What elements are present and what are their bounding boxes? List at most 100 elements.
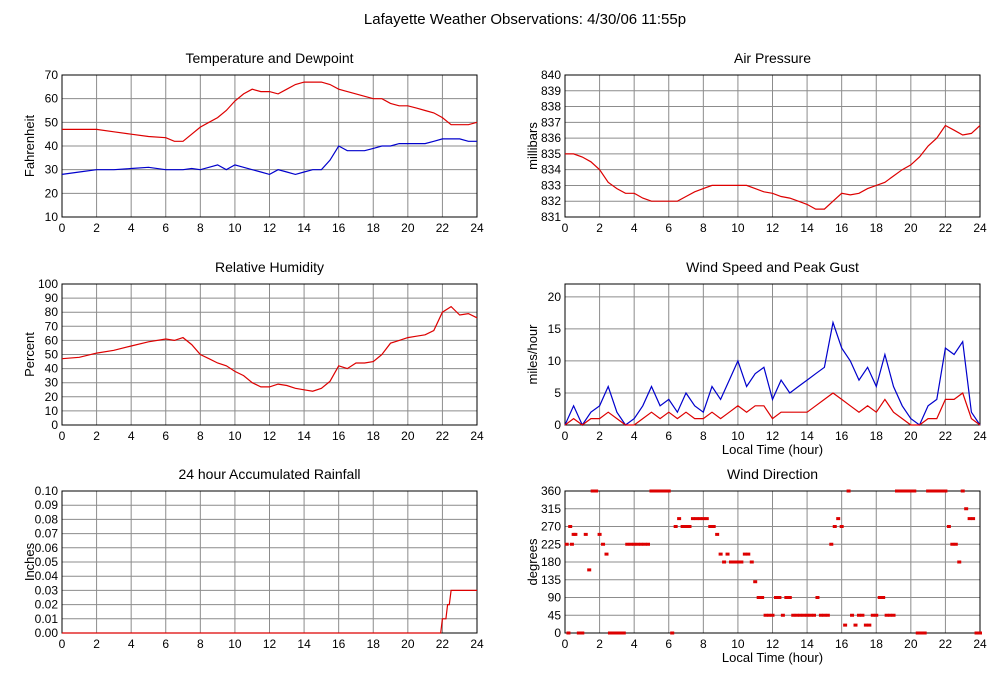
y-tick-label: 50 bbox=[45, 348, 59, 362]
x-tick-label: 14 bbox=[800, 221, 814, 235]
x-tick-label: 16 bbox=[332, 221, 346, 235]
data-point bbox=[725, 552, 730, 556]
data-point bbox=[763, 613, 768, 617]
data-point bbox=[753, 580, 758, 584]
data-point bbox=[815, 596, 820, 599]
x-tick-label: 16 bbox=[835, 429, 849, 443]
x-tick-label: 18 bbox=[870, 637, 884, 651]
data-point bbox=[905, 489, 910, 493]
y-tick-label: 0.06 bbox=[35, 541, 59, 555]
data-point bbox=[739, 560, 744, 564]
data-point bbox=[798, 613, 803, 617]
data-point bbox=[822, 613, 827, 617]
y-tick-label: 831 bbox=[541, 210, 561, 224]
data-point bbox=[614, 631, 619, 635]
y-tick-label: 834 bbox=[541, 163, 561, 177]
data-point bbox=[701, 517, 706, 521]
y-tick-label: 80 bbox=[45, 305, 59, 319]
y-tick-label: 0.04 bbox=[35, 569, 59, 583]
y-tick-label: 835 bbox=[541, 147, 561, 161]
x-tick-label: 8 bbox=[700, 221, 707, 235]
data-point bbox=[711, 525, 716, 528]
x-tick-label: 10 bbox=[228, 221, 242, 235]
data-point bbox=[891, 613, 896, 617]
data-point bbox=[573, 532, 578, 536]
data-point bbox=[946, 525, 951, 528]
data-point bbox=[618, 631, 623, 635]
y-tick-label: 0.02 bbox=[35, 598, 59, 612]
y-tick-label: 837 bbox=[541, 115, 561, 129]
data-point bbox=[836, 517, 841, 521]
y-tick-label: 30 bbox=[45, 376, 59, 390]
x-tick-label: 16 bbox=[332, 637, 346, 651]
y-tick-label: 832 bbox=[541, 194, 561, 208]
data-point bbox=[974, 631, 979, 635]
x-tick-label: 20 bbox=[401, 637, 415, 651]
data-point bbox=[898, 489, 903, 493]
x-tick-label: 18 bbox=[367, 637, 381, 651]
data-point bbox=[825, 613, 830, 617]
y-axis-label: millibars bbox=[525, 122, 540, 170]
y-tick-label: 0.09 bbox=[35, 498, 59, 512]
x-tick-label: 24 bbox=[973, 221, 987, 235]
y-tick-label: 0.05 bbox=[35, 555, 59, 569]
x-tick-label: 20 bbox=[904, 637, 918, 651]
x-tick-label: 22 bbox=[939, 221, 953, 235]
data-point bbox=[829, 542, 834, 546]
series-line-red bbox=[565, 124, 981, 210]
y-tick-label: 10 bbox=[45, 404, 59, 418]
data-point bbox=[777, 596, 782, 599]
data-point bbox=[919, 631, 924, 635]
data-point bbox=[694, 517, 699, 521]
y-axis-label: miles/hour bbox=[525, 324, 540, 385]
data-point bbox=[587, 568, 592, 572]
data-point bbox=[922, 631, 927, 635]
x-tick-label: 16 bbox=[332, 429, 346, 443]
y-tick-label: 0.07 bbox=[35, 527, 59, 541]
y-axis-label: Fahrenheit bbox=[22, 115, 37, 178]
data-point bbox=[673, 525, 678, 528]
data-point bbox=[604, 552, 609, 556]
chart-title: Air Pressure bbox=[734, 50, 811, 66]
data-point bbox=[583, 532, 588, 536]
data-point bbox=[863, 623, 868, 627]
data-point bbox=[684, 525, 689, 528]
y-tick-label: 180 bbox=[541, 555, 561, 569]
data-point bbox=[784, 596, 789, 599]
data-point bbox=[635, 542, 640, 546]
x-tick-label: 0 bbox=[562, 429, 569, 443]
x-tick-label: 18 bbox=[870, 221, 884, 235]
x-tick-label: 2 bbox=[93, 637, 100, 651]
x-tick-label: 6 bbox=[665, 637, 672, 651]
y-tick-label: 90 bbox=[45, 291, 59, 305]
data-point bbox=[933, 489, 938, 493]
y-tick-label: 70 bbox=[45, 319, 59, 333]
data-point bbox=[704, 517, 709, 521]
x-tick-label: 2 bbox=[93, 221, 100, 235]
x-tick-label: 2 bbox=[93, 429, 100, 443]
y-tick-label: 60 bbox=[45, 92, 59, 106]
series-line-red bbox=[61, 305, 478, 392]
x-tick-label: 18 bbox=[367, 429, 381, 443]
x-tick-label: 10 bbox=[731, 637, 745, 651]
y-tick-label: 20 bbox=[45, 390, 59, 404]
x-tick-label: 12 bbox=[766, 429, 780, 443]
data-point bbox=[642, 542, 647, 546]
y-tick-label: 840 bbox=[541, 68, 561, 82]
x-tick-label: 24 bbox=[470, 637, 484, 651]
x-tick-label: 14 bbox=[297, 637, 311, 651]
x-tick-label: 6 bbox=[665, 221, 672, 235]
y-tick-label: 40 bbox=[45, 362, 59, 376]
x-tick-label: 14 bbox=[800, 637, 814, 651]
chart-title: Relative Humidity bbox=[215, 259, 324, 275]
y-tick-label: 90 bbox=[548, 591, 562, 605]
x-tick-label: 18 bbox=[367, 221, 381, 235]
data-point bbox=[926, 489, 931, 493]
data-point bbox=[874, 613, 879, 617]
data-point bbox=[735, 560, 740, 564]
y-tick-label: 0.01 bbox=[35, 612, 59, 626]
y-tick-label: 40 bbox=[45, 139, 59, 153]
